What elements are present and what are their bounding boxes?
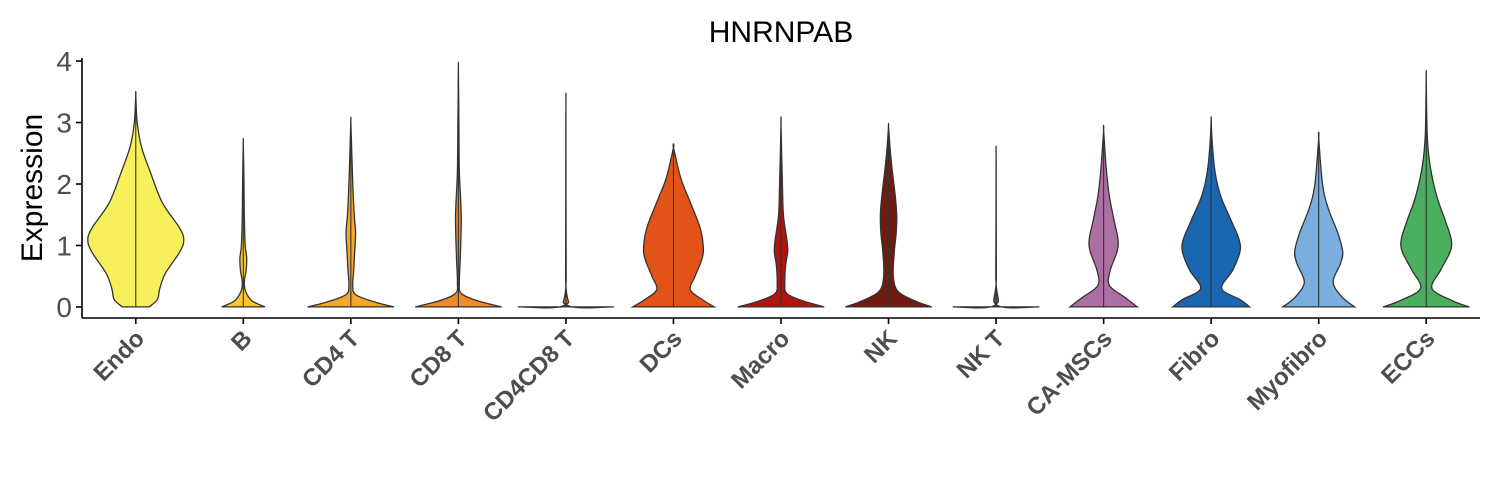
x-tick-label: CD8 T bbox=[405, 325, 473, 393]
y-ticks: 0 1 2 3 4 bbox=[56, 46, 82, 323]
y-tick-label: 4 bbox=[56, 46, 72, 77]
y-tick-label: 3 bbox=[56, 108, 72, 139]
x-tick-label: CA-MSCs bbox=[1021, 325, 1117, 421]
y-tick-label: 0 bbox=[56, 292, 72, 323]
violins bbox=[87, 61, 1470, 309]
x-tick-label: Myofibro bbox=[1242, 325, 1333, 416]
x-tick-label: NK bbox=[859, 325, 903, 369]
x-tick-label: Endo bbox=[88, 325, 150, 387]
x-tick-label: Fibro bbox=[1164, 325, 1226, 387]
x-tick-label: CD4CD8 T bbox=[478, 325, 580, 427]
chart-title: HNRNPAB bbox=[709, 16, 853, 49]
x-tick-label: B bbox=[226, 325, 257, 356]
y-tick-label: 2 bbox=[56, 169, 72, 200]
y-axis-label: Expression bbox=[16, 114, 49, 262]
x-ticks: Endo B CD4 T CD8 T CD4CD8 T DCs Macro NK NK T CA-… bbox=[88, 318, 1440, 427]
x-tick-label: CD4 T bbox=[297, 325, 365, 393]
x-tick-label: ECCs bbox=[1376, 325, 1440, 389]
x-tick-label: DCs bbox=[635, 325, 688, 378]
x-tick-label: Macro bbox=[726, 325, 795, 394]
y-tick-label: 1 bbox=[56, 230, 72, 261]
x-tick-label: NK T bbox=[952, 325, 1011, 384]
